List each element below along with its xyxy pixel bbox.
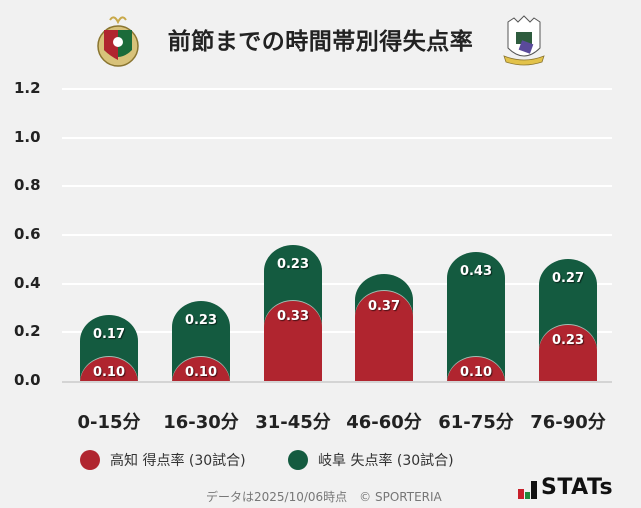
kochi-swatch-icon — [80, 450, 100, 470]
kochi-value-label: 0.10 — [92, 364, 126, 380]
gifu-crest-icon — [503, 15, 545, 66]
bar-76-90分: 0.27 0.23 — [539, 259, 597, 381]
gifu-value-label: 0.23 — [184, 312, 218, 328]
y-tick-label: 0.8 — [14, 176, 41, 195]
legend-item-gifu: 岐阜 失点率 (30試合) — [288, 450, 454, 470]
legend-label: 高知 得点率 (30試合) — [110, 453, 246, 469]
stats-brand: STATs — [541, 475, 614, 500]
kochi-scored-segment — [355, 290, 413, 381]
x-tick-label: 46-60分 — [346, 412, 422, 433]
gridline — [62, 136, 612, 139]
x-tick-label: 16-30分 — [163, 412, 239, 433]
bar-0-15分: 0.17 0.10 — [80, 315, 138, 381]
page-title: 前節までの時間帯別得失点率 — [167, 29, 474, 55]
x-tick-label: 76-90分 — [530, 412, 606, 433]
gridline — [62, 282, 612, 285]
gifu-value-label: 0.23 — [276, 256, 310, 272]
y-tick-label: 0.0 — [14, 371, 41, 389]
kochi-value-label: 0.10 — [184, 364, 218, 380]
gifu-swatch-icon — [288, 450, 308, 470]
bar-31-45分: 0.23 0.33 — [264, 244, 322, 381]
stats-bars-icon — [518, 481, 537, 499]
x-tick-label: 0-15分 — [77, 412, 141, 433]
kochi-value-label: 0.33 — [276, 308, 310, 324]
y-tick-label: 1.2 — [14, 78, 41, 97]
gridline — [62, 185, 612, 188]
gridline — [62, 233, 612, 236]
stats-logo: STATs — [518, 477, 613, 499]
gridline — [62, 331, 612, 334]
bar-61-75分: 0.43 0.10 — [447, 251, 505, 381]
gifu-value-label: 0.27 — [551, 271, 585, 287]
x-axis-baseline — [62, 381, 612, 383]
bar-46-60分: 0.37 — [355, 273, 413, 381]
kochi-value-label: 0.10 — [459, 364, 493, 380]
x-tick-label: 61-75分 — [438, 412, 514, 433]
gifu-value-label: 0.17 — [92, 327, 126, 343]
y-tick-label: 0.6 — [14, 224, 41, 243]
kochi-scored-segment — [539, 324, 597, 381]
y-tick-label: 0.4 — [14, 273, 41, 292]
y-tick-label: 0.2 — [14, 322, 41, 341]
x-tick-label: 31-45分 — [255, 412, 331, 433]
kochi-value-label: 0.37 — [367, 298, 401, 314]
legend-item-kochi: 高知 得点率 (30試合) — [80, 450, 246, 470]
gridline — [62, 87, 612, 90]
legend-label: 岐阜 失点率 (30試合) — [318, 453, 454, 469]
bar-16-30分: 0.23 0.10 — [172, 300, 230, 381]
gifu-value-label: 0.43 — [459, 263, 493, 279]
kochi-crest-icon — [97, 16, 139, 67]
footer-note: データは2025/10/06時点 © SPORTERIA — [206, 490, 442, 504]
kochi-value-label: 0.23 — [551, 332, 585, 348]
y-tick-label: 1.0 — [14, 127, 41, 146]
kochi-scored-segment — [264, 300, 322, 381]
